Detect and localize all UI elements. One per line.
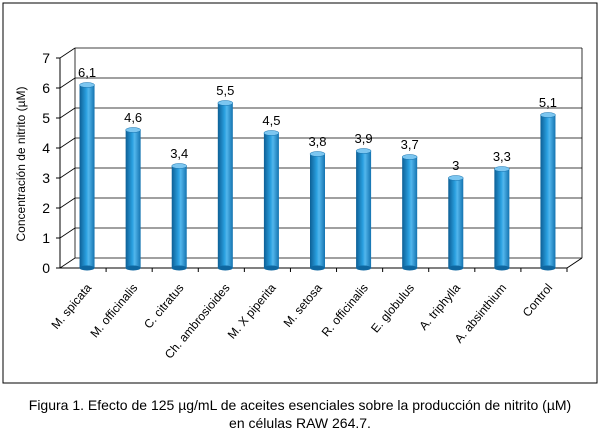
bar-top [171,163,187,169]
bar-base [494,265,510,271]
gridline-side [59,47,76,59]
gridline-side [59,227,76,239]
gridline-side [59,137,76,149]
bar [217,103,233,268]
gridline-side [59,77,76,89]
bar [79,85,95,268]
y-tick-label: 3 [42,170,50,186]
bar [448,178,464,268]
y-tick-label: 7 [42,50,50,66]
bar-base [540,265,556,271]
bar [494,169,510,268]
y-tick-label: 6 [42,80,50,96]
data-label: 3,8 [308,134,326,149]
bar-base [402,265,418,271]
bars [79,82,556,271]
data-label: 3,7 [401,137,419,152]
data-label: 6,1 [78,65,96,80]
bar-top [217,100,234,106]
y-tick-label: 4 [42,140,50,156]
bar [263,133,279,268]
bar-top [355,148,372,154]
caption-line-1: Figura 1. Efecto de 125 µg/mL de aceites… [28,397,572,413]
bar-base [217,265,233,271]
caption-line-2: en células RAW 264.7. [229,415,371,431]
bar-top [448,175,464,181]
bar-base [448,265,464,271]
bar-top [494,166,510,172]
data-label: 4,5 [262,113,280,128]
y-tick-label: 5 [42,110,50,126]
bar [125,130,141,268]
bar-base [356,265,372,271]
data-label: 3 [452,158,459,173]
bar [171,166,187,268]
bar-top [540,112,556,118]
y-tick-label: 0 [42,260,50,276]
data-label: 5,5 [216,83,234,98]
y-tick-label: 2 [42,200,50,216]
bar-top [401,154,418,160]
bar-base [310,265,325,271]
bar [402,157,418,268]
bar-base [79,265,95,271]
y-axis-label: Concentración de nitrito (µM) [14,87,28,242]
gridline-side [59,167,76,179]
bar-top [263,130,280,136]
bar-base [263,265,279,271]
data-label: 4,6 [124,110,142,125]
data-label: 3,9 [355,131,373,146]
bar [310,154,325,268]
y-tick-label: 1 [42,230,50,246]
bar-top [309,151,326,157]
bar-base [171,265,187,271]
bar-top [79,82,95,88]
floor-edge [566,257,583,269]
bar [540,115,556,268]
data-label: 3,4 [170,146,188,161]
bar-top [125,127,141,133]
figure-caption: Figura 1. Efecto de 125 µg/mL de aceites… [0,396,600,432]
gridline-side [59,107,76,119]
data-label: 5,1 [539,95,557,110]
bar [356,151,372,268]
data-label: 3,3 [493,149,511,164]
gridline-side [59,257,76,269]
gridline-side [59,197,76,209]
bar-base [125,265,141,271]
